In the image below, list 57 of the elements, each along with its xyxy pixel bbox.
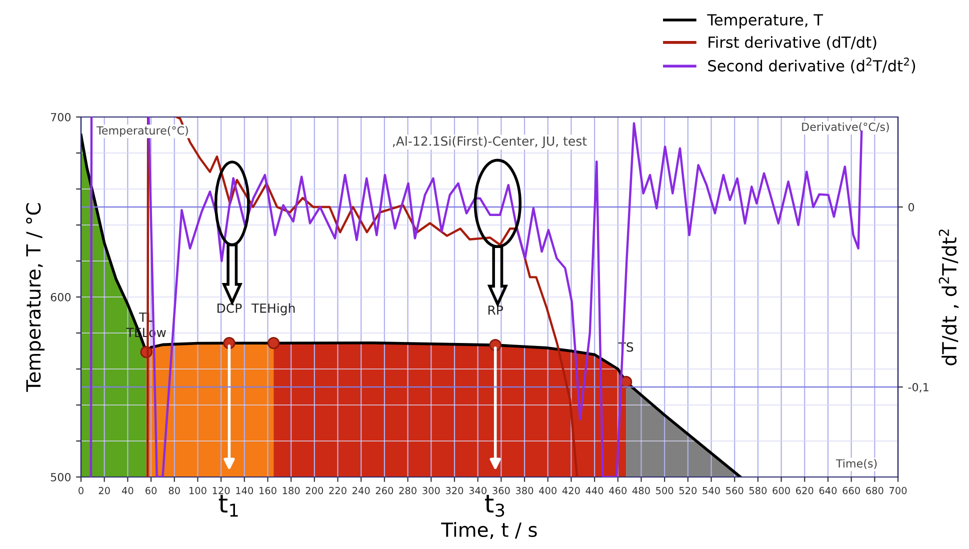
- x-tick-label: 340: [469, 486, 486, 494]
- annotation: Derivative(°C/s): [802, 122, 889, 132]
- x-tick-label: 300: [422, 486, 440, 494]
- x-tick-label: 320: [446, 486, 464, 494]
- y-axis-title: Temperature, T / °C: [26, 203, 45, 392]
- x-tick-label: 100: [190, 486, 206, 494]
- x-tick-label: 580: [749, 486, 767, 494]
- x-tick-label: 0: [78, 486, 84, 494]
- x-tick-label: 420: [562, 486, 580, 494]
- x-tick-label: 260: [376, 486, 394, 494]
- y-tick-label: 700: [50, 112, 71, 122]
- x-axis-title: Time, t / s: [441, 522, 537, 540]
- x-tick-label: 460: [609, 486, 627, 494]
- annotation: t$_{1}$: [218, 494, 238, 517]
- legend-label: Second derivative (d$^{2}$T/dt$^{2}$): [708, 58, 916, 74]
- x-tick-label: 680: [866, 486, 884, 494]
- text: ,Al-12.1Si(First)-Center, JU, test: [392, 136, 587, 148]
- x-tick-label: 40: [122, 486, 134, 494]
- annotation: TEHigh: [251, 303, 295, 316]
- x-tick-label: 480: [632, 486, 650, 494]
- y-tick-label: 500: [50, 472, 71, 482]
- x-tick-label: 80: [168, 486, 180, 494]
- annotation: t$_{3}$: [485, 494, 504, 517]
- x-tick-label: 540: [702, 486, 720, 494]
- x-tick-label: 280: [399, 486, 416, 494]
- annotation: DCP: [218, 303, 242, 313]
- y2-axis-title: dT/dt , d$^{2}$T/dt$^{2}$: [938, 230, 959, 366]
- x-tick-label: 560: [726, 486, 744, 494]
- x-tick-label: 60: [146, 486, 157, 494]
- x-tick-label: 220: [329, 486, 346, 494]
- x-tick-label: 380: [516, 486, 534, 494]
- x-tick-label: 140: [236, 486, 254, 494]
- x-tick-label: 520: [679, 486, 697, 494]
- x-tick-label: 400: [539, 486, 556, 494]
- x-tick-label: 440: [586, 486, 604, 494]
- annotation: RP: [488, 306, 504, 315]
- y2-tick-label: -0,1: [908, 382, 928, 393]
- x-tick-label: 600: [772, 486, 790, 494]
- x-tick-label: 160: [260, 486, 276, 494]
- legend-label: First derivative (dT/dt): [708, 36, 876, 50]
- x-tick-label: 640: [819, 486, 837, 494]
- x-tick-label: 200: [306, 486, 324, 494]
- x-tick-label: 660: [842, 486, 860, 494]
- x-tick-label: 620: [796, 486, 814, 494]
- x-tick-label: 500: [656, 486, 674, 494]
- x-tick-label: 180: [282, 486, 300, 494]
- x-tick-label: 20: [98, 486, 110, 494]
- annotation: Time(s): [836, 459, 877, 469]
- x-tick-label: 120: [212, 486, 230, 494]
- point: [268, 337, 280, 350]
- x-tick-label: 700: [890, 486, 907, 494]
- y2-tick-label: 0: [908, 202, 914, 212]
- y-tick-label: 600: [50, 292, 71, 302]
- annotation: Temperature(°C): [96, 126, 188, 137]
- legend-label: Temperature, T: [707, 14, 824, 29]
- x-tick-label: 240: [352, 486, 370, 494]
- x-tick-label: 360: [492, 486, 510, 494]
